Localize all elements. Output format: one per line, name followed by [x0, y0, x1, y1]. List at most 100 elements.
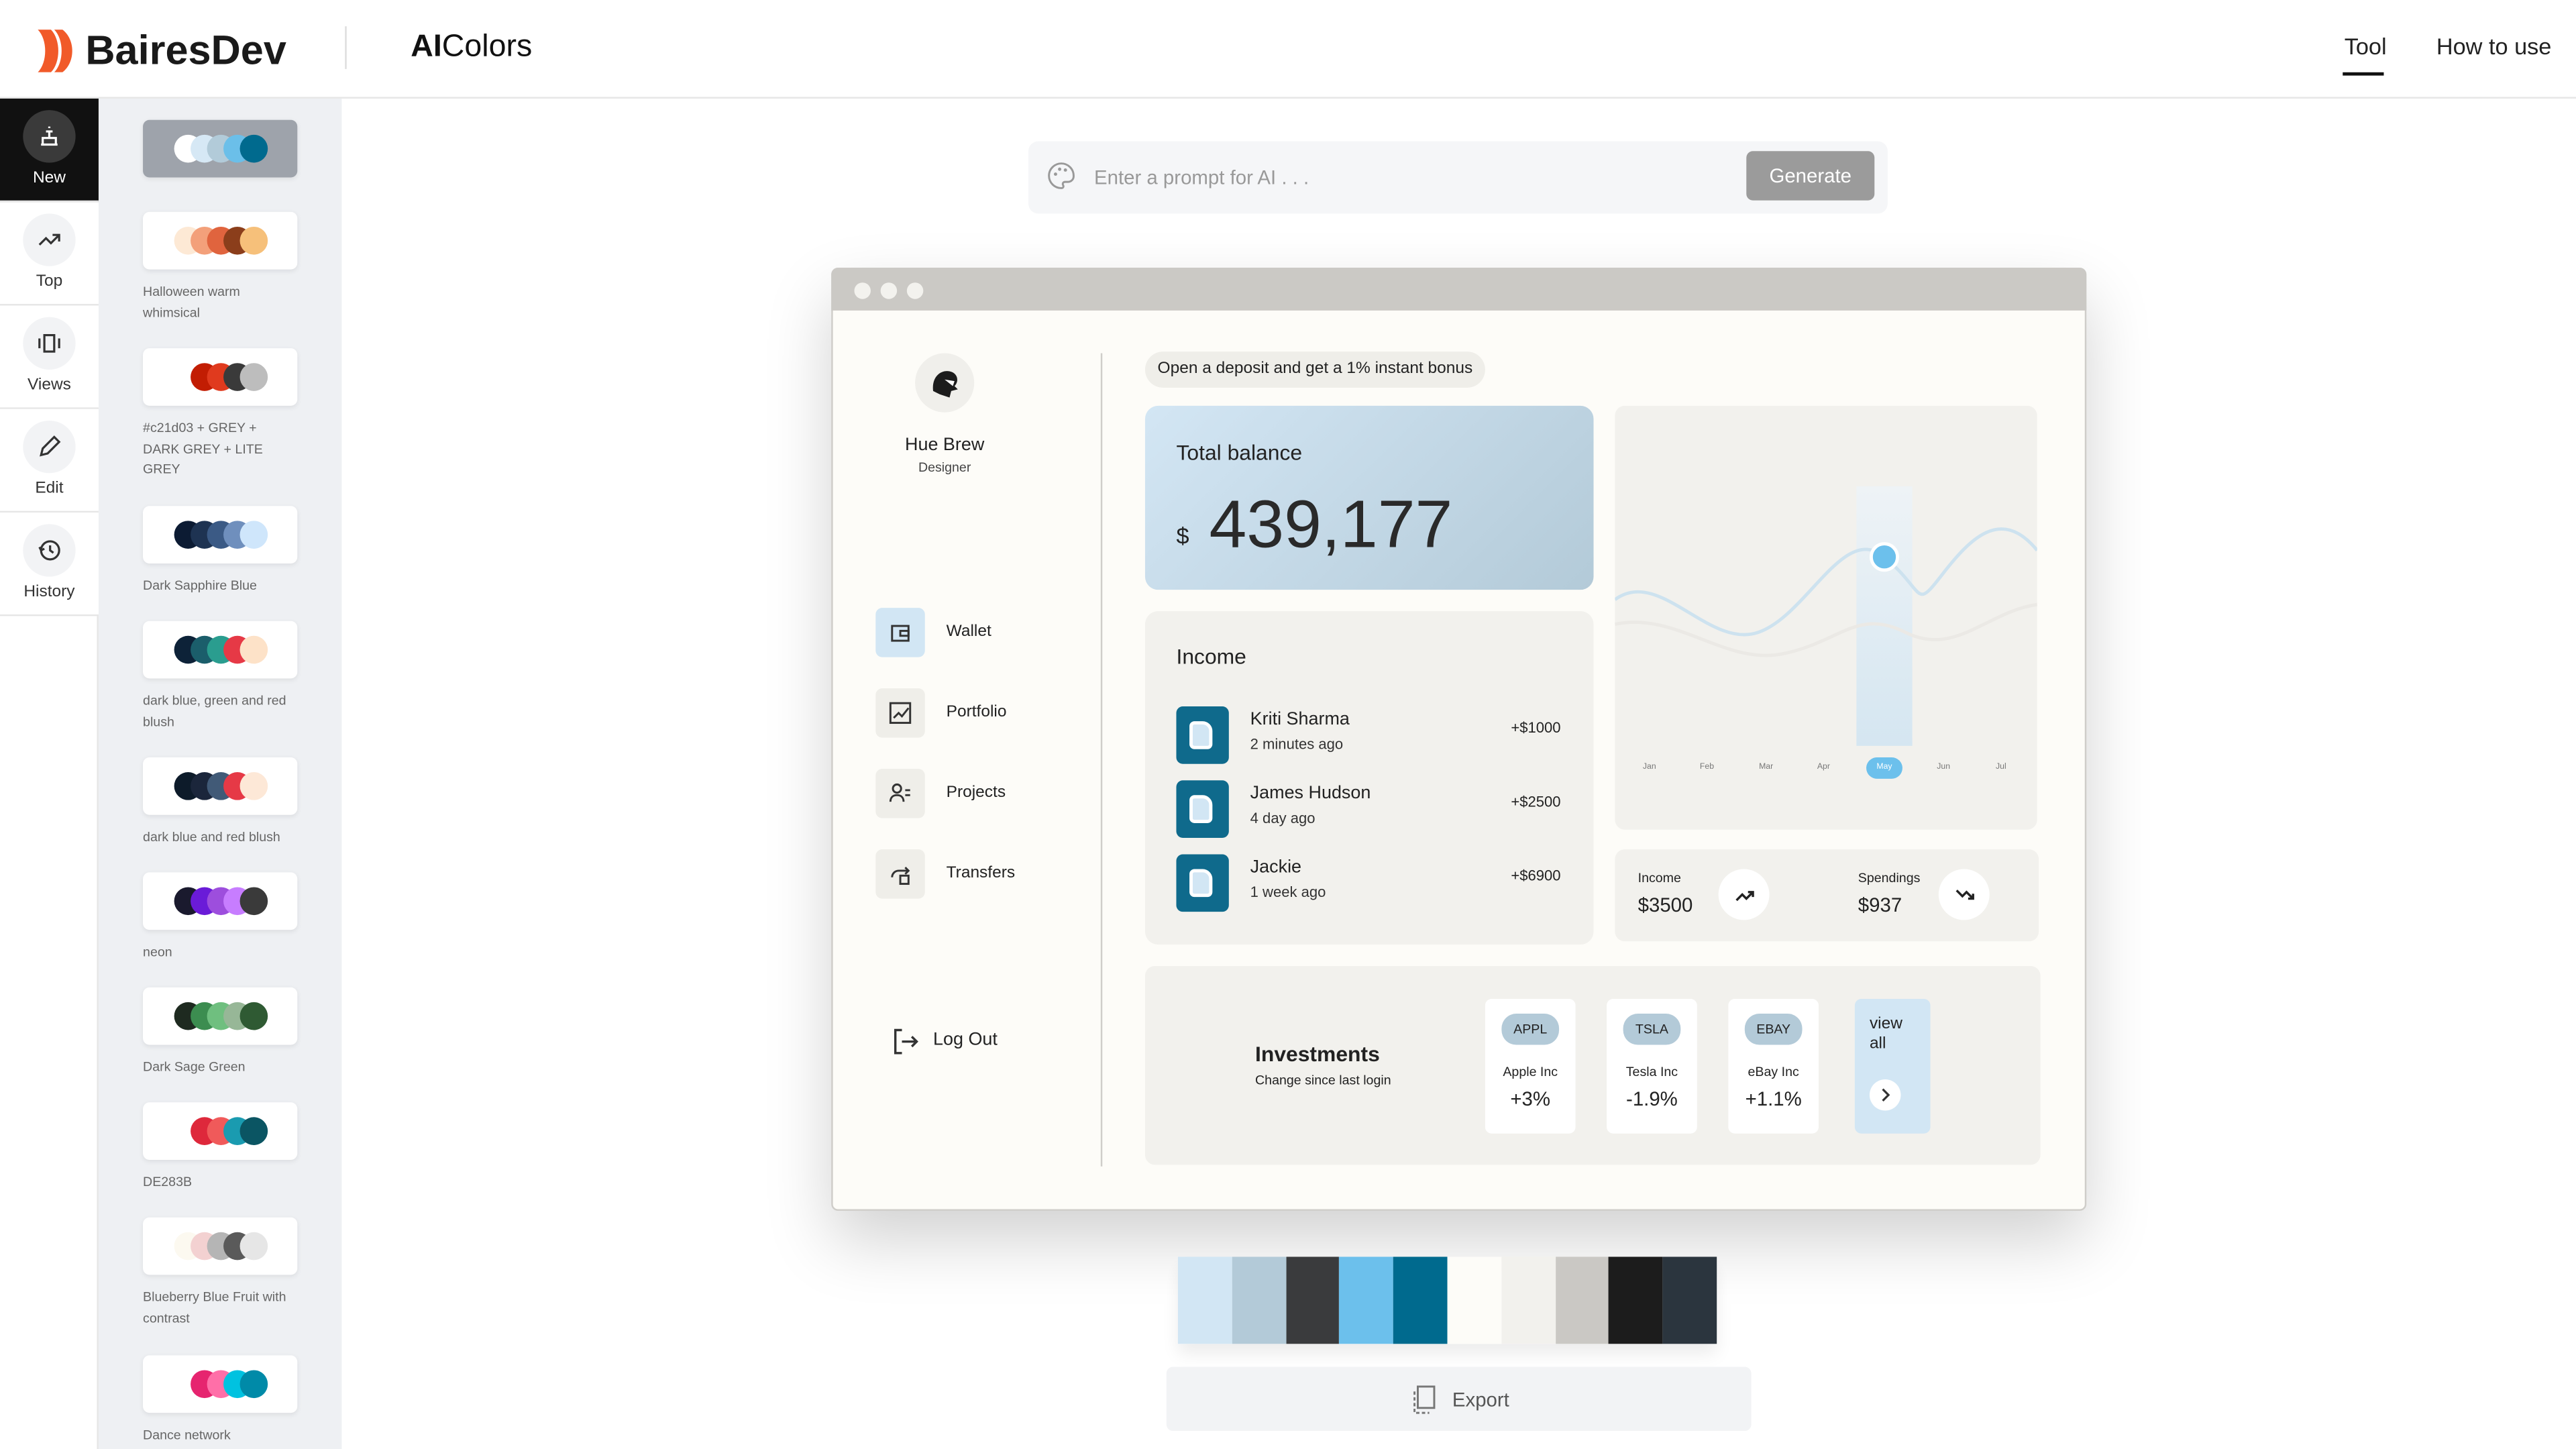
stock-name: Apple Inc: [1503, 1064, 1558, 1079]
brand-name[interactable]: BairesDev: [85, 28, 286, 74]
palette-color[interactable]: [1555, 1256, 1609, 1344]
palette-color[interactable]: [1393, 1256, 1448, 1344]
header-divider: [345, 26, 347, 69]
investments-subtitle: Change since last login: [1255, 1073, 1391, 1088]
palette-name: Halloween warm whimsical: [143, 284, 240, 320]
rail-icon-bg: [23, 213, 76, 266]
income-avatar-inner: [1189, 869, 1213, 898]
rail-label: Views: [28, 376, 71, 394]
app-name-bold: AI: [411, 30, 442, 64]
menu-label[interactable]: Projects: [946, 784, 1006, 802]
stock-ticker: EBAY: [1744, 1014, 1803, 1045]
rail-label: New: [32, 169, 66, 188]
chart-highlight: [1856, 486, 1913, 746]
menu-label[interactable]: Wallet: [946, 623, 991, 641]
palette-name: Dance network: [143, 1428, 231, 1443]
export-button[interactable]: [1166, 1366, 1752, 1432]
rail-icon-bg: [23, 420, 76, 474]
stat-value: $937: [1858, 894, 1902, 917]
balance-currency: $: [1176, 522, 1189, 549]
rail-icon: [40, 435, 61, 457]
palette-color[interactable]: [1177, 1256, 1232, 1344]
app-name-rest: Colors: [441, 30, 533, 64]
balance-amount: 439,177: [1209, 486, 1453, 562]
swatch-dot: [239, 1117, 267, 1145]
palette-color[interactable]: [1339, 1256, 1394, 1344]
arrow-icon: [1882, 1088, 1890, 1102]
menu-icon: [889, 702, 912, 724]
view-all-arrow[interactable]: [1869, 1079, 1901, 1111]
generate-button[interactable]: Generate: [1746, 151, 1875, 201]
export-label[interactable]: Export: [1452, 1388, 1509, 1411]
nav-underline: [2343, 72, 2384, 76]
income-amount: +$6900: [1511, 867, 1561, 884]
income-avatar-inner: [1189, 721, 1213, 749]
profile-role: Designer: [918, 460, 971, 475]
palette-strip: [1177, 1256, 1717, 1344]
nav-tool[interactable]: Tool: [2344, 32, 2387, 60]
income-time: 1 week ago: [1250, 883, 1326, 901]
rail-icon-bg: [23, 317, 76, 370]
swatch-dot: [239, 635, 267, 664]
palette-name: dark blue and red blush: [143, 829, 280, 845]
menu-icon: [889, 783, 910, 802]
header: [0, 0, 2576, 99]
rail-icon: [38, 334, 60, 353]
window-dot: [906, 282, 924, 299]
prompt-box[interactable]: [1028, 141, 1888, 214]
palette-color[interactable]: [1232, 1256, 1286, 1344]
logout[interactable]: Log Out: [933, 1030, 998, 1050]
prompt-placeholder[interactable]: Enter a prompt for AI . . .: [1094, 166, 1309, 189]
stock-ticker: TSLA: [1623, 1014, 1681, 1045]
stock-change: -1.9%: [1626, 1087, 1678, 1111]
brand-logo: [38, 30, 72, 72]
chart-curves: [1615, 527, 2037, 657]
palette-color[interactable]: [1447, 1256, 1501, 1344]
swatch-dot: [239, 226, 267, 255]
stat-icon-bg: [1718, 869, 1770, 920]
sidebar-divider: [1100, 353, 1103, 1167]
menu-icon: [891, 867, 910, 885]
menu-icon-box[interactable]: [875, 688, 925, 738]
banner: Open a deposit and get a 1% instant bonu…: [1144, 352, 1485, 388]
palette-color[interactable]: [1501, 1256, 1556, 1344]
palette-icon: [1048, 162, 1075, 189]
palette-name: Dark Sapphire Blue: [143, 578, 257, 594]
avatar-icon: [932, 371, 958, 398]
month-label: Feb: [1699, 762, 1715, 773]
menu-icon: [891, 625, 910, 642]
balance-card: [1144, 405, 1594, 590]
income-title: Income: [1176, 644, 1246, 669]
stock-name: eBay Inc: [1748, 1064, 1799, 1079]
palette-color[interactable]: [1662, 1256, 1717, 1344]
rail-label: History: [23, 583, 75, 602]
nav-how-to-use[interactable]: How to use: [2436, 32, 2552, 60]
stat-icon: [1735, 891, 1754, 902]
palette-color[interactable]: [1285, 1256, 1340, 1344]
window-titlebar: [831, 268, 2087, 311]
rail-icon: [38, 233, 60, 246]
menu-label[interactable]: Transfers: [946, 864, 1016, 883]
view-all[interactable]: view all: [1869, 1015, 1902, 1053]
swatch-dot: [239, 1002, 267, 1030]
month-label: Apr: [1817, 762, 1830, 773]
swatch-dot: [239, 134, 267, 163]
view-all-card[interactable]: [1854, 998, 1931, 1134]
stock-change: +3%: [1510, 1087, 1551, 1111]
month-pill: [1866, 757, 1902, 779]
menu-icon-box[interactable]: [875, 849, 925, 899]
chart-card: [1615, 405, 2037, 830]
palette-color[interactable]: [1609, 1256, 1663, 1344]
income-time: 4 day ago: [1250, 810, 1316, 826]
month-label: May: [1876, 762, 1892, 773]
swatch-dot: [239, 521, 267, 549]
investments-title: Investments: [1255, 1041, 1380, 1067]
swatch-dot: [239, 1232, 267, 1260]
stock-change: +1.1%: [1745, 1087, 1802, 1111]
income-amount: +$1000: [1511, 719, 1561, 737]
menu-icon-box[interactable]: [875, 769, 925, 818]
menu-label[interactable]: Portfolio: [946, 703, 1007, 722]
swatch-dot: [239, 887, 267, 916]
